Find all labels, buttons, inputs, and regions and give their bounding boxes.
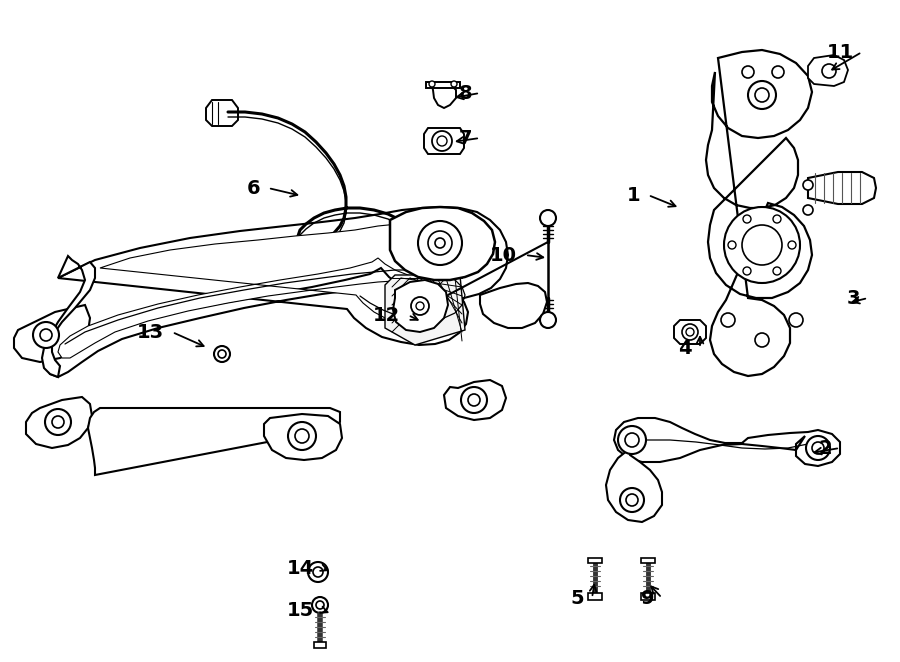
Polygon shape xyxy=(390,207,495,280)
Circle shape xyxy=(625,433,639,447)
Circle shape xyxy=(214,346,230,362)
Polygon shape xyxy=(588,558,602,563)
Polygon shape xyxy=(314,642,326,648)
Circle shape xyxy=(743,267,751,275)
Polygon shape xyxy=(426,82,460,88)
Polygon shape xyxy=(674,320,706,344)
Circle shape xyxy=(416,302,424,310)
Circle shape xyxy=(728,241,736,249)
Polygon shape xyxy=(424,128,464,154)
Text: 3: 3 xyxy=(847,289,860,308)
Circle shape xyxy=(721,313,735,327)
Circle shape xyxy=(313,567,323,577)
Circle shape xyxy=(437,136,447,146)
Polygon shape xyxy=(385,275,465,345)
Polygon shape xyxy=(808,55,848,86)
Polygon shape xyxy=(46,207,508,377)
Circle shape xyxy=(432,131,452,151)
Text: 9: 9 xyxy=(641,589,654,608)
Circle shape xyxy=(428,231,452,255)
Circle shape xyxy=(411,297,429,315)
Text: 14: 14 xyxy=(287,559,314,577)
Circle shape xyxy=(218,350,226,358)
Polygon shape xyxy=(588,593,602,600)
Polygon shape xyxy=(641,593,655,600)
Circle shape xyxy=(40,329,52,341)
Circle shape xyxy=(742,225,782,265)
Circle shape xyxy=(724,207,800,283)
Text: 13: 13 xyxy=(137,322,164,342)
Circle shape xyxy=(682,324,698,340)
Polygon shape xyxy=(14,305,90,362)
Circle shape xyxy=(789,313,803,327)
Text: 2: 2 xyxy=(818,438,832,457)
Circle shape xyxy=(316,601,324,609)
Text: 5: 5 xyxy=(571,589,584,608)
Circle shape xyxy=(451,81,457,87)
Polygon shape xyxy=(808,172,876,204)
Polygon shape xyxy=(88,408,340,475)
Circle shape xyxy=(620,488,644,512)
Circle shape xyxy=(755,333,769,347)
Circle shape xyxy=(52,416,64,428)
Polygon shape xyxy=(614,418,840,466)
Circle shape xyxy=(755,88,769,102)
Circle shape xyxy=(806,436,830,460)
Circle shape xyxy=(773,267,781,275)
Circle shape xyxy=(45,409,71,435)
Circle shape xyxy=(772,66,784,78)
Polygon shape xyxy=(432,86,456,108)
Circle shape xyxy=(742,66,754,78)
Circle shape xyxy=(468,394,480,406)
Polygon shape xyxy=(706,50,812,376)
Circle shape xyxy=(540,210,556,226)
Text: 6: 6 xyxy=(247,179,260,197)
Text: 1: 1 xyxy=(626,185,640,205)
Polygon shape xyxy=(58,222,474,358)
Circle shape xyxy=(461,387,487,413)
Text: 12: 12 xyxy=(373,305,400,324)
Circle shape xyxy=(788,241,796,249)
Polygon shape xyxy=(480,283,547,328)
Circle shape xyxy=(540,312,556,328)
Text: 15: 15 xyxy=(287,600,314,620)
Circle shape xyxy=(295,429,309,443)
Circle shape xyxy=(822,64,836,78)
Circle shape xyxy=(748,81,776,109)
Circle shape xyxy=(686,328,694,336)
Circle shape xyxy=(435,238,445,248)
Circle shape xyxy=(429,81,435,87)
Text: 7: 7 xyxy=(458,128,472,148)
Text: 8: 8 xyxy=(458,83,472,103)
Circle shape xyxy=(618,426,646,454)
Polygon shape xyxy=(42,256,95,377)
Polygon shape xyxy=(606,450,662,522)
Circle shape xyxy=(33,322,59,348)
Text: 10: 10 xyxy=(490,246,517,265)
Circle shape xyxy=(743,215,751,223)
Polygon shape xyxy=(206,100,238,126)
Circle shape xyxy=(626,494,638,506)
Polygon shape xyxy=(393,280,448,332)
Circle shape xyxy=(773,215,781,223)
Polygon shape xyxy=(641,558,655,563)
Circle shape xyxy=(812,442,824,454)
Polygon shape xyxy=(26,397,92,448)
Circle shape xyxy=(418,221,462,265)
Circle shape xyxy=(312,597,328,613)
Polygon shape xyxy=(444,380,506,420)
Polygon shape xyxy=(264,414,342,460)
Text: 11: 11 xyxy=(827,42,854,62)
Circle shape xyxy=(803,180,813,190)
Circle shape xyxy=(308,562,328,582)
Text: 4: 4 xyxy=(679,338,692,357)
Circle shape xyxy=(803,205,813,215)
Circle shape xyxy=(288,422,316,450)
